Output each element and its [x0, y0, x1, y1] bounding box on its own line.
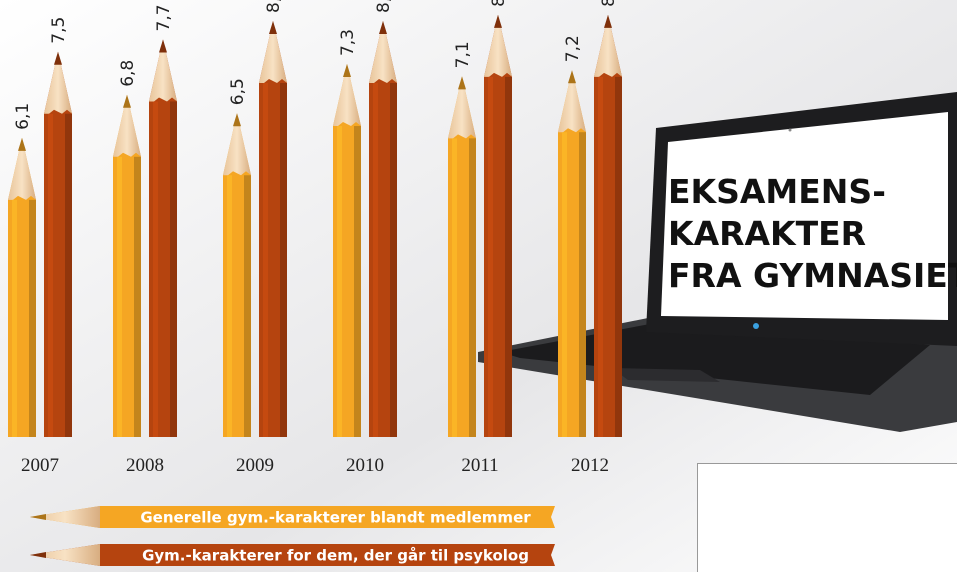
data-label: 6,8: [118, 60, 138, 87]
pencil-shade: [615, 77, 622, 437]
data-label: 7,7: [154, 4, 174, 31]
data-label: 8,1: [489, 0, 509, 7]
webcam: [789, 129, 792, 132]
data-label: 8,0: [264, 0, 284, 13]
data-label: 7,3: [338, 29, 358, 56]
pencil-shade: [390, 83, 397, 437]
pencil-highlight: [227, 175, 232, 437]
x-tick-label: 2011: [461, 455, 498, 476]
pencil-highlight: [452, 138, 457, 437]
empty-box: [698, 464, 957, 572]
data-label: 8,1: [599, 0, 619, 7]
data-label: 7,1: [453, 41, 473, 68]
pencil-shade: [65, 114, 72, 437]
pencil-highlight: [48, 114, 53, 437]
pencil-shade: [505, 77, 512, 437]
pencil-highlight: [263, 83, 268, 437]
pencil-shade: [170, 101, 177, 437]
pencil-highlight: [337, 126, 342, 437]
pencil-highlight: [117, 157, 122, 437]
legend-label: Gym.-karakterer for dem, der går til psy…: [142, 547, 529, 565]
pencil-highlight: [153, 101, 158, 437]
pencil-highlight: [562, 132, 567, 437]
x-tick-label: 2012: [571, 455, 609, 476]
data-label: 6,1: [13, 103, 33, 130]
legend-label: Generelle gym.-karakterer blandt medlemm…: [140, 509, 531, 527]
pencil-shade: [579, 132, 586, 437]
pencil-shade: [280, 83, 287, 437]
x-tick-label: 2008: [126, 455, 164, 476]
x-tick-label: 2010: [346, 455, 384, 476]
pencil-highlight: [373, 83, 378, 437]
pencil-highlight: [12, 200, 17, 437]
pencil-shade: [244, 175, 251, 437]
x-tick-label: 2007: [21, 455, 59, 476]
data-label: 7,5: [49, 17, 69, 44]
data-label: 8,0: [374, 0, 394, 13]
pencil-shade: [29, 200, 36, 437]
x-tick-label: 2009: [236, 455, 274, 476]
chart-title-line: EKSAMENS-: [668, 172, 886, 211]
chart-title-line: FRA GYMNASIET: [668, 256, 957, 295]
pencil-highlight: [598, 77, 603, 437]
chart-title-line: KARAKTER: [668, 214, 866, 253]
pencil-shade: [354, 126, 361, 437]
data-label: 6,5: [228, 78, 248, 105]
pencil-shade: [469, 138, 476, 437]
chart: EKSAMENS- KARAKTER FRA GYMNASIET 2007 6,1…: [0, 0, 957, 572]
pencil-highlight: [488, 77, 493, 437]
webcam-light: [753, 323, 759, 329]
pencil-shade: [134, 157, 141, 437]
data-label: 7,2: [563, 35, 583, 62]
